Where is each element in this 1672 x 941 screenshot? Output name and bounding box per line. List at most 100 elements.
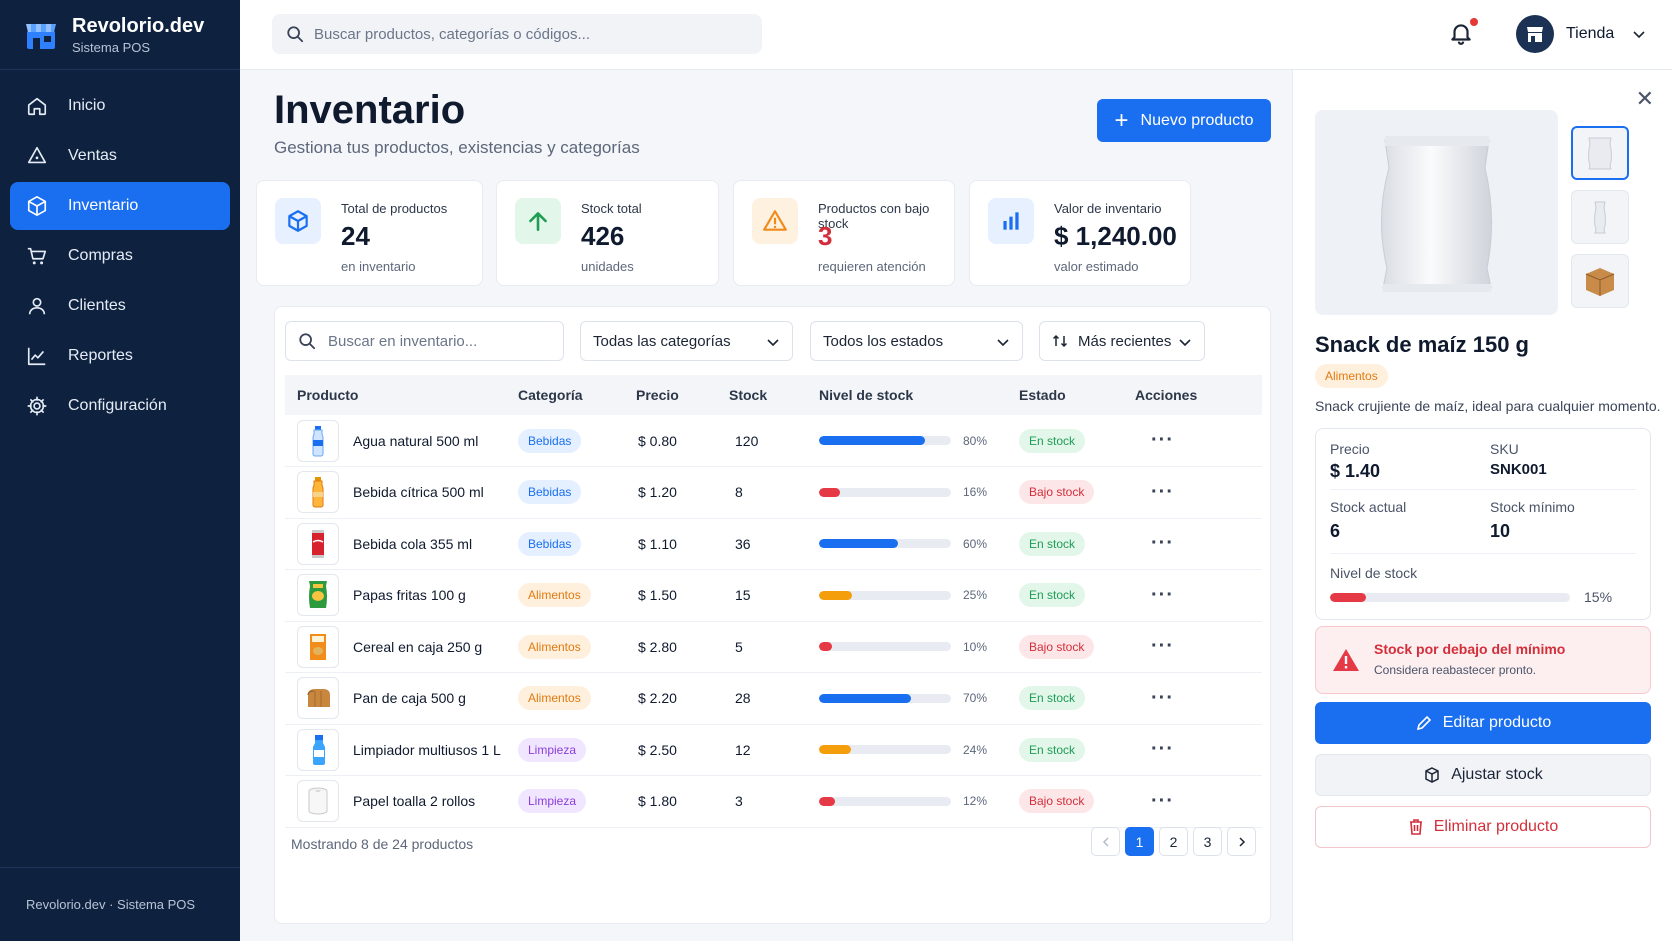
sidebar-item-0[interactable]: Inicio xyxy=(10,82,230,130)
more-actions-icon[interactable]: ··· xyxy=(1151,583,1174,606)
stock-cell: 5 xyxy=(735,638,743,655)
sidebar-footer: Revolorio.dev · Sistema POS xyxy=(0,867,240,941)
store-menu[interactable]: Tienda xyxy=(1516,15,1646,53)
store-label: Tienda xyxy=(1566,25,1615,42)
table-row[interactable]: Papel toalla 2 rollos Limpieza $ 1.80 3 12% B… xyxy=(285,776,1262,827)
search-icon xyxy=(287,26,304,43)
page-button[interactable]: 2 xyxy=(1159,827,1188,856)
price-cell: $ 0.80 xyxy=(638,432,677,449)
product-name: Pan de caja 500 g xyxy=(353,690,466,707)
product-thumbnail xyxy=(297,419,339,462)
stat-card: Valor de inventario $ 1,240.00 valor estim… xyxy=(969,180,1191,286)
sidebar-item-2[interactable]: Inventario xyxy=(10,182,230,230)
sidebar-item-3[interactable]: Compras xyxy=(10,232,230,280)
stock-level-bar xyxy=(819,693,951,703)
status-badge: En stock xyxy=(1019,531,1086,556)
product-name: Limpiador multiusos 1 L xyxy=(353,741,501,758)
page-button[interactable]: 3 xyxy=(1193,827,1222,856)
stock-level-fill xyxy=(819,642,833,652)
chevron-left-icon xyxy=(1102,836,1109,847)
stat-note: requieren atención xyxy=(818,259,926,274)
page-button[interactable]: 1 xyxy=(1125,827,1154,856)
stock-level-fill xyxy=(819,590,852,600)
delete-product-label: Eliminar producto xyxy=(1433,818,1559,835)
adjust-stock-button[interactable]: Ajustar stock xyxy=(1315,754,1651,796)
table-row[interactable]: Pan de caja 500 g Alimentos $ 2.20 28 70% En … xyxy=(285,673,1262,724)
store-icon xyxy=(1527,27,1543,42)
warning-icon xyxy=(752,198,798,244)
next-page-button[interactable] xyxy=(1227,827,1256,856)
sku-label: SKU xyxy=(1490,441,1519,457)
category-badge: Limpieza xyxy=(518,789,587,814)
bell-icon[interactable] xyxy=(1448,20,1474,46)
thumbnail-front[interactable] xyxy=(1571,126,1629,180)
thumbnail-box[interactable] xyxy=(1571,254,1629,308)
table-row[interactable]: Cereal en caja 250 g Alimentos $ 2.80 5 10% B… xyxy=(285,621,1262,673)
stock-level-bar xyxy=(819,590,951,600)
stat-label: Total de productos xyxy=(341,201,448,216)
alert-text: Considera reabastecer pronto. xyxy=(1374,663,1537,677)
stock-value: 6 xyxy=(1330,521,1341,541)
edit-product-button[interactable]: Editar producto xyxy=(1315,702,1651,744)
column-header: Stock xyxy=(729,387,768,403)
global-search-input[interactable] xyxy=(314,25,734,43)
price-cell: $ 2.80 xyxy=(638,638,677,655)
product-description: Snack crujiente de maíz, ideal para cual… xyxy=(1315,398,1661,414)
sort-icon xyxy=(1052,334,1068,348)
stock-cell: 12 xyxy=(735,741,751,758)
inventory-search[interactable] xyxy=(285,321,564,361)
sidebar-item-6[interactable]: Configuración xyxy=(10,382,230,430)
arrow-up-icon xyxy=(515,198,561,244)
sidebar-item-5[interactable]: Reportes xyxy=(10,332,230,380)
new-product-button[interactable]: + Nuevo producto xyxy=(1097,99,1271,142)
category-badge-label: Alimentos xyxy=(1315,364,1388,388)
status-badge: En stock xyxy=(1019,583,1086,608)
thumbnail-side[interactable] xyxy=(1571,190,1629,244)
stock-cell: 15 xyxy=(735,587,751,604)
delete-product-button[interactable]: Eliminar producto xyxy=(1315,806,1651,848)
sidebar-item-label: Inicio xyxy=(68,97,106,114)
search-icon xyxy=(299,333,316,350)
more-actions-icon[interactable]: ··· xyxy=(1151,738,1174,761)
sidebar-item-4[interactable]: Clientes xyxy=(10,282,230,330)
table-row[interactable]: Bebida cítrica 500 ml Bebidas $ 1.20 8 16% Ba… xyxy=(285,467,1262,518)
more-actions-icon[interactable]: ··· xyxy=(1151,532,1174,555)
stock-cell: 36 xyxy=(735,535,751,552)
status-badge: Bajo stock xyxy=(1019,480,1095,505)
alert-title: Stock por debajo del mínimo xyxy=(1374,641,1566,657)
more-actions-icon[interactable]: ··· xyxy=(1151,686,1174,709)
price-cell: $ 1.10 xyxy=(638,535,677,552)
stock-level-bar xyxy=(819,539,951,549)
stat-label: Productos con bajo stock xyxy=(818,201,930,231)
prev-page-button[interactable] xyxy=(1091,827,1120,856)
product-thumbnail xyxy=(297,625,339,668)
chevron-down-icon xyxy=(1179,339,1191,347)
global-search[interactable] xyxy=(272,14,762,54)
stock-level-fill xyxy=(819,796,835,806)
table-row[interactable]: Bebida cola 355 ml Bebidas $ 1.10 36 60% En s… xyxy=(285,518,1262,570)
chevron-down-icon xyxy=(1633,31,1645,39)
notification-dot xyxy=(1470,18,1478,26)
sidebar-item-label: Clientes xyxy=(68,297,126,314)
table-row[interactable]: Papas fritas 100 g Alimentos $ 1.50 15 25% En… xyxy=(285,570,1262,621)
stat-label: Valor de inventario xyxy=(1054,201,1162,216)
box-icon xyxy=(27,196,47,216)
status-select[interactable]: Todos los estados xyxy=(810,321,1023,361)
stock-level-percent: 16% xyxy=(963,485,988,500)
table-row[interactable]: Limpiador multiusos 1 L Limpieza $ 2.50 12 2… xyxy=(285,724,1262,776)
sort-select[interactable]: Más recientes xyxy=(1039,321,1205,361)
more-actions-icon[interactable]: ··· xyxy=(1151,429,1174,451)
inventory-search-input[interactable] xyxy=(328,332,548,350)
more-actions-icon[interactable]: ··· xyxy=(1151,480,1174,503)
more-actions-icon[interactable]: ··· xyxy=(1151,789,1174,812)
close-icon[interactable]: ✕ xyxy=(1635,86,1654,111)
category-select[interactable]: Todas las categorías xyxy=(580,321,793,361)
table-row[interactable]: Agua natural 500 ml Bebidas $ 0.80 120 80% En… xyxy=(285,415,1262,467)
low-stock-alert: Stock por debajo del mínimo Considera re… xyxy=(1315,626,1651,694)
chart-icon xyxy=(27,347,46,366)
product-name: Cereal en caja 250 g xyxy=(353,638,483,655)
price-cell: $ 1.50 xyxy=(638,587,677,604)
more-actions-icon[interactable]: ··· xyxy=(1151,635,1174,658)
sidebar-item-1[interactable]: Ventas xyxy=(10,132,230,180)
